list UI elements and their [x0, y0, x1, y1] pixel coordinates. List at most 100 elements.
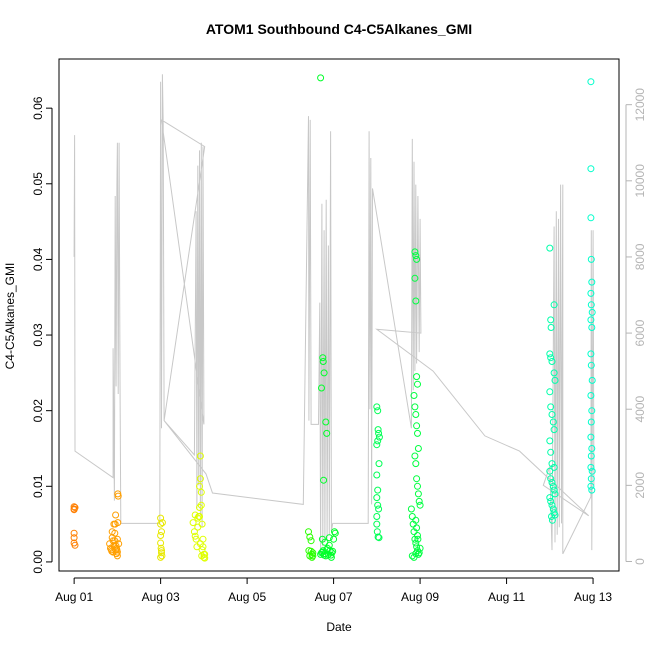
data-point [587, 78, 595, 86]
data-point [413, 255, 421, 263]
data-point [415, 549, 423, 557]
data-point [374, 501, 382, 509]
x-tick-label: Aug 11 [488, 590, 525, 604]
data-point [587, 475, 595, 483]
data-point [587, 316, 595, 324]
x-tick-label: Aug 13 [574, 590, 612, 604]
data-point [587, 214, 595, 222]
data-point [412, 550, 420, 558]
data-point [588, 445, 596, 452]
data-point [413, 373, 421, 381]
data-point [414, 532, 421, 539]
data-point [70, 529, 78, 537]
data-point [317, 74, 325, 82]
data-point [587, 392, 595, 399]
data-point [189, 519, 197, 527]
data-point [413, 524, 421, 532]
data-point [318, 384, 325, 392]
data-point [375, 429, 383, 437]
data-point [412, 539, 420, 547]
secondary-y-tick-label: 0 [633, 558, 647, 565]
x-tick-label: Aug 07 [315, 590, 353, 604]
series-7 [407, 248, 424, 561]
data-point [196, 475, 204, 483]
data-point [194, 523, 202, 531]
data-point [546, 350, 554, 358]
data-point [414, 482, 421, 490]
data-point [546, 388, 554, 396]
data-point [413, 543, 421, 551]
y-tick-label: 0.06 [31, 96, 45, 120]
series-5 [317, 74, 339, 561]
data-point [416, 544, 424, 552]
data-point [70, 506, 78, 514]
data-point [408, 552, 416, 560]
data-point [108, 528, 116, 536]
data-point [411, 248, 419, 256]
data-point [197, 501, 205, 509]
data-point [374, 426, 382, 434]
data-point [588, 308, 596, 316]
chart-title: ATOM1 Southbound C4-C5Alkanes_GMI [206, 21, 472, 37]
data-point [322, 418, 330, 426]
data-point [157, 532, 165, 539]
data-point [112, 511, 120, 519]
data-point [70, 534, 78, 542]
data-point [410, 553, 418, 561]
data-point [198, 546, 206, 554]
data-point [587, 463, 595, 471]
data-point [551, 490, 559, 498]
data-point [331, 529, 339, 537]
data-point [157, 553, 165, 561]
data-point [588, 407, 596, 415]
series-8 [546, 244, 559, 524]
data-point [587, 433, 595, 441]
data-points [70, 74, 596, 562]
plot-frame [58, 58, 620, 572]
data-point [412, 460, 420, 468]
data-point [412, 252, 420, 260]
data-point [190, 528, 198, 536]
y-tick-label: 0.03 [31, 323, 45, 347]
data-point [587, 452, 595, 460]
data-point [373, 403, 381, 411]
data-point [413, 422, 421, 430]
data-point [112, 546, 120, 554]
series-3 [189, 452, 209, 562]
data-point [416, 501, 424, 509]
data-point [113, 548, 121, 556]
data-point [548, 460, 556, 468]
data-point [411, 452, 419, 460]
y-axis-label: C4-C5Alkanes_GMI [3, 263, 17, 370]
data-point [549, 482, 557, 490]
data-point [407, 505, 415, 513]
data-point [587, 482, 595, 490]
data-point [158, 519, 166, 527]
x-tick-label: Aug 01 [55, 590, 93, 604]
x-tick-label: Aug 03 [142, 590, 180, 604]
data-point [549, 418, 557, 426]
data-point [414, 535, 422, 543]
data-point [547, 324, 555, 331]
data-point [547, 354, 555, 362]
data-point [547, 497, 555, 505]
data-point [550, 301, 558, 309]
data-point [320, 476, 328, 484]
data-point [197, 488, 205, 496]
x-axis: Aug 01 Aug 03 Aug 05 Aug 07 Aug 09 Aug 11 Aug … [55, 577, 612, 604]
y-tick-label: 0.00 [31, 550, 45, 574]
data-point [373, 520, 381, 528]
data-point [548, 513, 555, 520]
data-point [374, 407, 382, 415]
data-point [191, 532, 199, 540]
data-point [551, 376, 559, 384]
data-point [71, 541, 79, 549]
secondary-y-tick-label: 6000 [633, 319, 647, 346]
data-point [546, 467, 554, 475]
y-tick-label: 0.05 [31, 172, 45, 196]
data-point [158, 552, 166, 560]
data-point [414, 490, 422, 498]
data-point [111, 537, 119, 545]
data-point [321, 538, 329, 546]
